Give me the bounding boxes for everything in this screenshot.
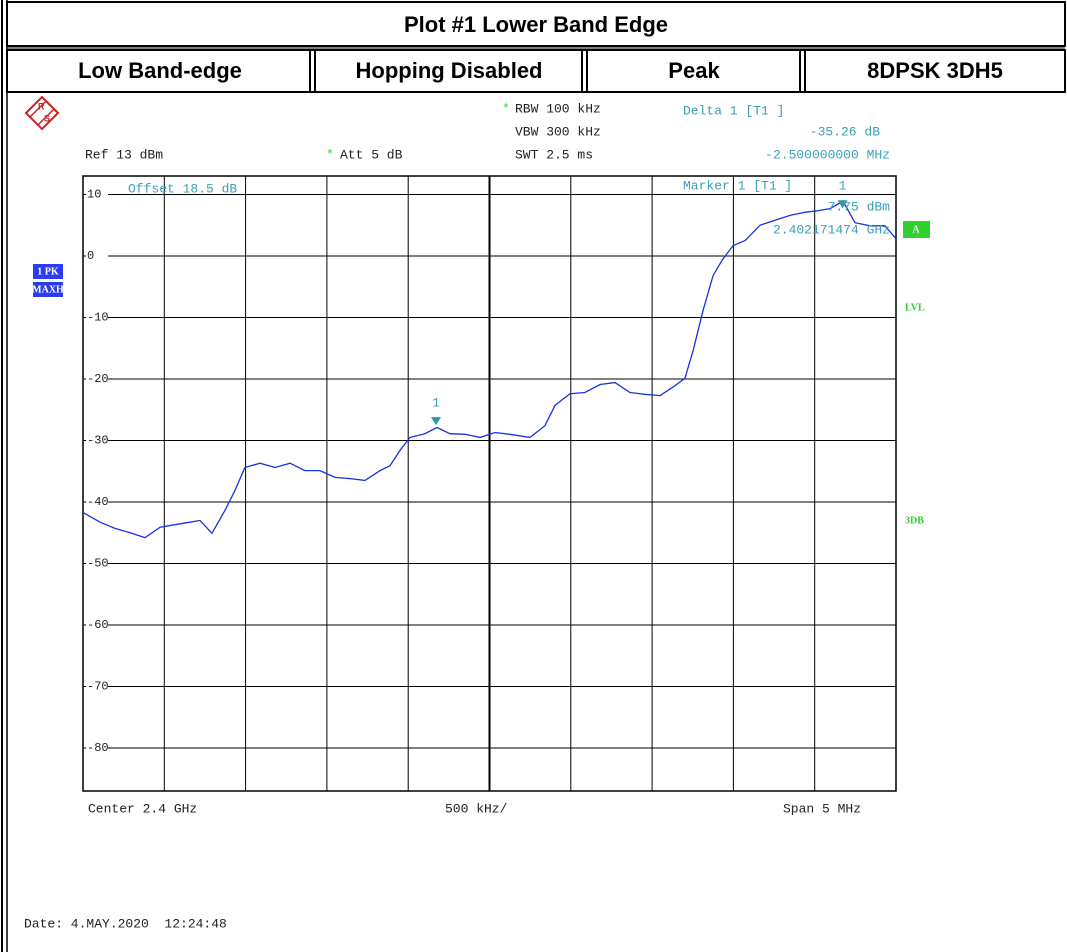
ref-level: Ref 13 dBm — [85, 147, 163, 162]
tick-bg — [86, 741, 108, 754]
y-tick-label: -60 — [87, 618, 109, 632]
logo-letter: R — [38, 101, 45, 111]
logo-letter: S — [44, 113, 50, 123]
tick-bg — [86, 495, 108, 508]
tick-bg — [86, 618, 108, 631]
side-3db: 3DB — [905, 515, 924, 526]
center-freq: Center 2.4 GHz — [88, 801, 197, 816]
flag: * — [326, 147, 334, 162]
marker — [431, 417, 442, 426]
y-tick-label: -50 — [87, 557, 109, 571]
tick-bg — [86, 557, 108, 570]
vbw: VBW 300 kHz — [515, 124, 601, 139]
y-tick-label: -10 — [87, 311, 109, 325]
date: Date: 4.MAY.2020 12:24:48 — [24, 916, 227, 931]
rbw: RBW 100 kHz — [515, 101, 601, 116]
y-tick-label: 10 — [87, 188, 101, 202]
marker-label: 1 — [432, 396, 440, 411]
span: Span 5 MHz — [783, 801, 861, 816]
tick-bg — [86, 249, 108, 262]
trace — [82, 200, 897, 539]
side-badge — [903, 221, 930, 238]
side-a: A — [912, 224, 920, 235]
y-tick-label: -40 — [87, 495, 109, 509]
logo: R S — [24, 95, 60, 131]
marker-info: 2.402171474 GHz — [773, 222, 890, 237]
marker-info: Offset 18.5 dB — [128, 181, 237, 196]
marker-info: 7.75 dBm — [828, 199, 891, 214]
tick-bg — [86, 434, 108, 447]
marker-info: Marker 1 [T1 ] — [683, 178, 792, 193]
y-tick-label: -80 — [87, 741, 109, 755]
y-tick-label: -20 — [87, 372, 109, 386]
header-cell: Low Band-edge — [78, 58, 242, 83]
delta-freq: -2.500000000 MHz — [765, 147, 890, 162]
header-cell: Hopping Disabled — [356, 58, 543, 83]
plot: 10 0 -10 -20 -30 -40 -50 -60 -70 -80 1 1 Offset 18.5… — [82, 175, 897, 792]
y-tick-label: -30 — [87, 434, 109, 448]
detector: MAXH — [32, 284, 64, 295]
tick-bg — [86, 372, 108, 385]
flag: * — [502, 101, 510, 116]
trace-mode: 1 PK — [37, 266, 59, 277]
per-div: 500 kHz/ — [445, 801, 508, 816]
trace-badge — [33, 264, 63, 279]
y-tick-label: -70 — [87, 680, 109, 694]
trace-badge — [33, 282, 63, 297]
delta-level: -35.26 dB — [810, 124, 880, 139]
tick-bg — [86, 188, 108, 201]
marker — [837, 200, 848, 209]
side-lvl: LVL — [905, 302, 925, 313]
header-cell: Peak — [668, 58, 720, 83]
header-cell: 8DPSK 3DH5 — [867, 58, 1003, 83]
attenuation: Att 5 dB — [340, 147, 403, 162]
plot-title: Plot #1 Lower Band Edge — [404, 12, 668, 37]
tick-bg — [86, 311, 108, 324]
marker-label: 1 — [839, 179, 847, 194]
y-tick-label: 0 — [87, 249, 94, 263]
delta-title: Delta 1 [T1 ] — [683, 103, 784, 118]
tick-bg — [86, 680, 108, 693]
swt: SWT 2.5 ms — [515, 147, 593, 162]
